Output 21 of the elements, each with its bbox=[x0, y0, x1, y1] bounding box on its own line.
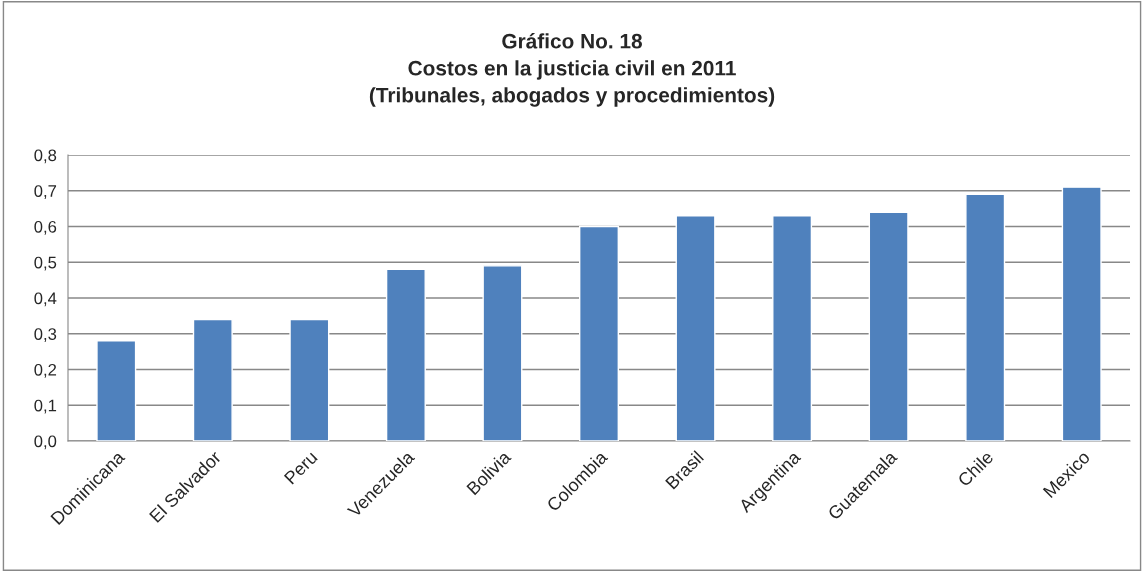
bar bbox=[772, 215, 813, 441]
y-tick-label: 0,5 bbox=[34, 256, 57, 271]
bar bbox=[965, 193, 1006, 441]
bar bbox=[1061, 186, 1102, 441]
bar bbox=[289, 318, 330, 441]
bar bbox=[578, 225, 620, 441]
y-tick-label: 0,1 bbox=[34, 399, 57, 414]
y-tick-label: 0,8 bbox=[34, 149, 57, 164]
bar bbox=[192, 318, 233, 441]
bar bbox=[868, 211, 909, 441]
bar bbox=[385, 268, 426, 441]
y-tick-label: 0,3 bbox=[34, 328, 57, 342]
y-tick-label: 0,2 bbox=[34, 363, 57, 378]
y-tick-label: 0,7 bbox=[34, 185, 57, 199]
bar bbox=[482, 265, 523, 441]
bar bbox=[675, 215, 716, 441]
y-tick-label: 0,0 bbox=[34, 435, 57, 450]
chart-title: Gráfico No. 18 Costos en la justicia civil en 2011 (Tribunales, abogados y procedimientos) bbox=[369, 33, 775, 107]
y-tick-label: 0,6 bbox=[34, 220, 57, 235]
bar bbox=[96, 340, 137, 441]
y-tick-label: 0,4 bbox=[34, 292, 57, 307]
